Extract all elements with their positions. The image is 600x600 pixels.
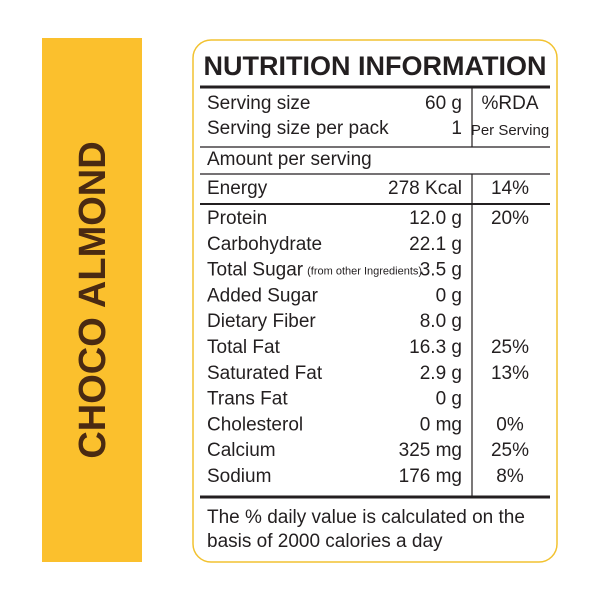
nutrient-amount: 0 mg [420, 414, 462, 435]
panel-title: NUTRITION INFORMATION [204, 51, 547, 81]
nutrient-amount: 0 g [436, 389, 462, 410]
nutrient-name: Total Sugar [207, 260, 304, 281]
footer-line: The % daily value is calculated on the [207, 507, 525, 528]
nutrient-name: Total Fat [207, 337, 281, 358]
nutrient-amount: 1 [451, 118, 462, 139]
nutrient-name: Cholesterol [207, 414, 303, 435]
nutrient-rda: 25% [491, 337, 529, 358]
nutrient-rda: 0% [496, 414, 524, 435]
nutrient-name: Serving size per pack [207, 118, 389, 139]
nutrient-name: Energy [207, 178, 268, 199]
nutrient-amount: 0 g [436, 285, 462, 306]
nutrient-name: Carbohydrate [207, 234, 322, 255]
nutrient-name: Sodium [207, 466, 271, 487]
nutrient-rda: %RDA [481, 93, 538, 114]
nutrient-amount: 60 g [425, 93, 462, 114]
nutrient-name: Dietary Fiber [207, 311, 316, 332]
nutrient-amount: 2.9 g [420, 363, 462, 384]
footer-line: basis of 2000 calories a day [207, 531, 443, 552]
nutrient-rda: 20% [491, 208, 529, 229]
nutrient-amount: 278 Kcal [388, 178, 462, 199]
nutrient-note: (from other Ingredients) [307, 266, 422, 278]
nutrient-amount: 16.3 g [409, 337, 462, 358]
panel-border [192, 39, 558, 563]
nutrient-name: Added Sugar [207, 285, 319, 306]
nutrient-rda: 25% [491, 440, 529, 461]
nutrient-amount: 3.5 g [420, 260, 462, 281]
nutrient-amount: 176 mg [399, 466, 462, 487]
nutrient-name: Protein [207, 208, 267, 229]
nutrient-name: Serving size [207, 93, 311, 114]
nutrient-rda: 8% [496, 466, 524, 487]
side-label: CHOCO ALMOND [72, 141, 114, 458]
nutrient-rda: 13% [491, 363, 529, 384]
nutrient-rda: 14% [491, 178, 529, 199]
nutrient-name: Calcium [207, 440, 276, 461]
nutrient-amount: 12.0 g [409, 208, 462, 229]
nutrient-name: Saturated Fat [207, 363, 323, 384]
nutrient-name: Trans Fat [207, 389, 288, 410]
nutrient-rda: Per Serving [471, 122, 549, 139]
nutrient-amount: 325 mg [399, 440, 462, 461]
amount-header: Amount per serving [207, 149, 372, 170]
nutrient-amount: 8.0 g [420, 311, 462, 332]
nutrient-amount: 22.1 g [409, 234, 462, 255]
side-band [42, 38, 142, 562]
